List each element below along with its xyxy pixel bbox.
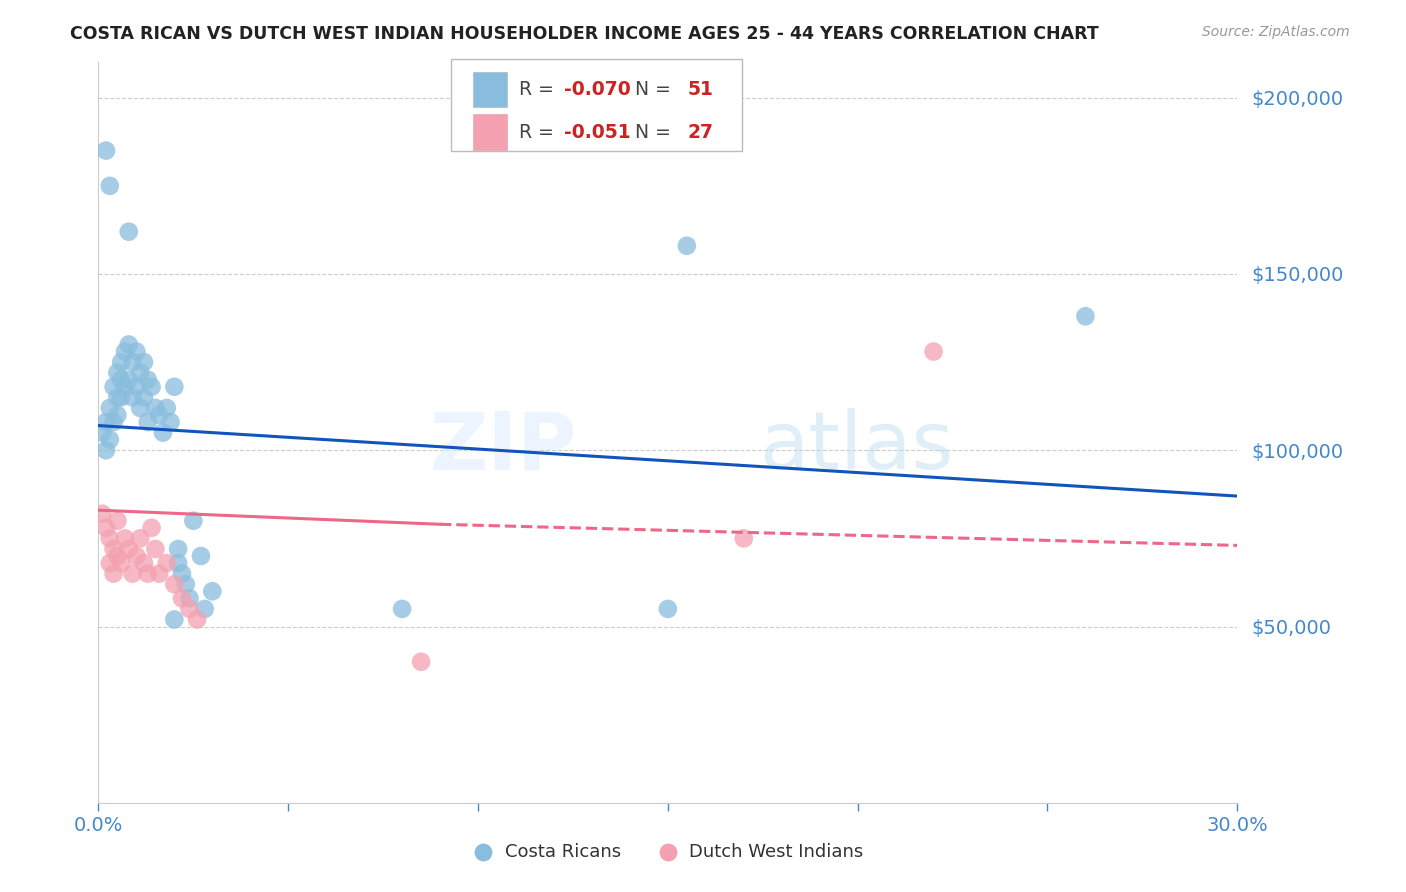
Text: N =: N =: [623, 123, 678, 142]
Point: [98, 178, 121, 193]
Point: [163, 612, 186, 626]
Point: [91, 425, 114, 440]
Point: [118, 225, 141, 239]
Text: atlas: atlas: [759, 409, 953, 486]
Point: [411, 655, 433, 669]
Point: [174, 577, 197, 591]
Point: [148, 408, 170, 422]
Point: [170, 591, 193, 606]
Point: [103, 415, 125, 429]
Text: 51: 51: [688, 80, 713, 99]
Point: [98, 433, 121, 447]
Text: ZIP: ZIP: [429, 409, 576, 486]
Point: [391, 602, 413, 616]
Text: R =: R =: [519, 123, 560, 142]
Point: [136, 566, 159, 581]
Point: [94, 443, 117, 458]
Point: [132, 355, 155, 369]
Point: [103, 380, 125, 394]
Point: [170, 566, 193, 581]
Point: [129, 532, 152, 546]
Point: [733, 532, 755, 546]
Point: [145, 541, 167, 556]
Point: [194, 602, 217, 616]
Point: [129, 366, 152, 380]
Point: [159, 415, 181, 429]
Point: [1074, 310, 1097, 324]
Point: [118, 541, 141, 556]
Point: [657, 602, 679, 616]
Point: [103, 541, 125, 556]
Point: [190, 549, 212, 563]
Point: [201, 584, 224, 599]
Point: [163, 380, 186, 394]
Point: [163, 577, 186, 591]
Point: [91, 507, 114, 521]
Point: [152, 425, 174, 440]
Point: [167, 556, 190, 570]
Point: [94, 521, 117, 535]
Point: [141, 521, 163, 535]
Point: [94, 415, 117, 429]
Point: [186, 612, 208, 626]
Point: [125, 344, 148, 359]
Point: [179, 591, 201, 606]
Point: [110, 556, 132, 570]
Point: [114, 380, 136, 394]
Point: [132, 390, 155, 404]
Point: [676, 239, 699, 253]
Text: -0.051: -0.051: [564, 123, 631, 142]
Point: [121, 355, 143, 369]
Text: 27: 27: [688, 123, 713, 142]
Point: [167, 541, 190, 556]
Point: [148, 566, 170, 581]
Point: [136, 373, 159, 387]
Text: -0.070: -0.070: [564, 80, 631, 99]
Text: COSTA RICAN VS DUTCH WEST INDIAN HOUSEHOLDER INCOME AGES 25 - 44 YEARS CORRELATI: COSTA RICAN VS DUTCH WEST INDIAN HOUSEHO…: [70, 25, 1099, 43]
Point: [107, 390, 129, 404]
Point: [98, 556, 121, 570]
Point: [141, 380, 163, 394]
Legend: Costa Ricans, Dutch West Indians: Costa Ricans, Dutch West Indians: [465, 836, 870, 868]
FancyBboxPatch shape: [472, 72, 508, 107]
Point: [145, 401, 167, 415]
FancyBboxPatch shape: [472, 114, 508, 150]
Point: [922, 344, 945, 359]
Point: [94, 144, 117, 158]
Point: [98, 401, 121, 415]
Point: [103, 566, 125, 581]
Point: [136, 415, 159, 429]
Point: [107, 366, 129, 380]
Point: [107, 514, 129, 528]
Point: [179, 602, 201, 616]
Point: [114, 344, 136, 359]
Point: [107, 408, 129, 422]
Point: [156, 401, 179, 415]
Point: [98, 532, 121, 546]
Point: [125, 380, 148, 394]
Text: N =: N =: [623, 80, 678, 99]
Text: Source: ZipAtlas.com: Source: ZipAtlas.com: [1202, 25, 1350, 39]
Point: [125, 549, 148, 563]
Point: [114, 532, 136, 546]
FancyBboxPatch shape: [451, 59, 742, 152]
Point: [118, 337, 141, 351]
Point: [107, 549, 129, 563]
Point: [110, 373, 132, 387]
Text: R =: R =: [519, 80, 560, 99]
Point: [129, 401, 152, 415]
Point: [183, 514, 205, 528]
Point: [121, 566, 143, 581]
Point: [132, 556, 155, 570]
Point: [110, 355, 132, 369]
Point: [110, 390, 132, 404]
Point: [121, 390, 143, 404]
Point: [156, 556, 179, 570]
Point: [118, 373, 141, 387]
